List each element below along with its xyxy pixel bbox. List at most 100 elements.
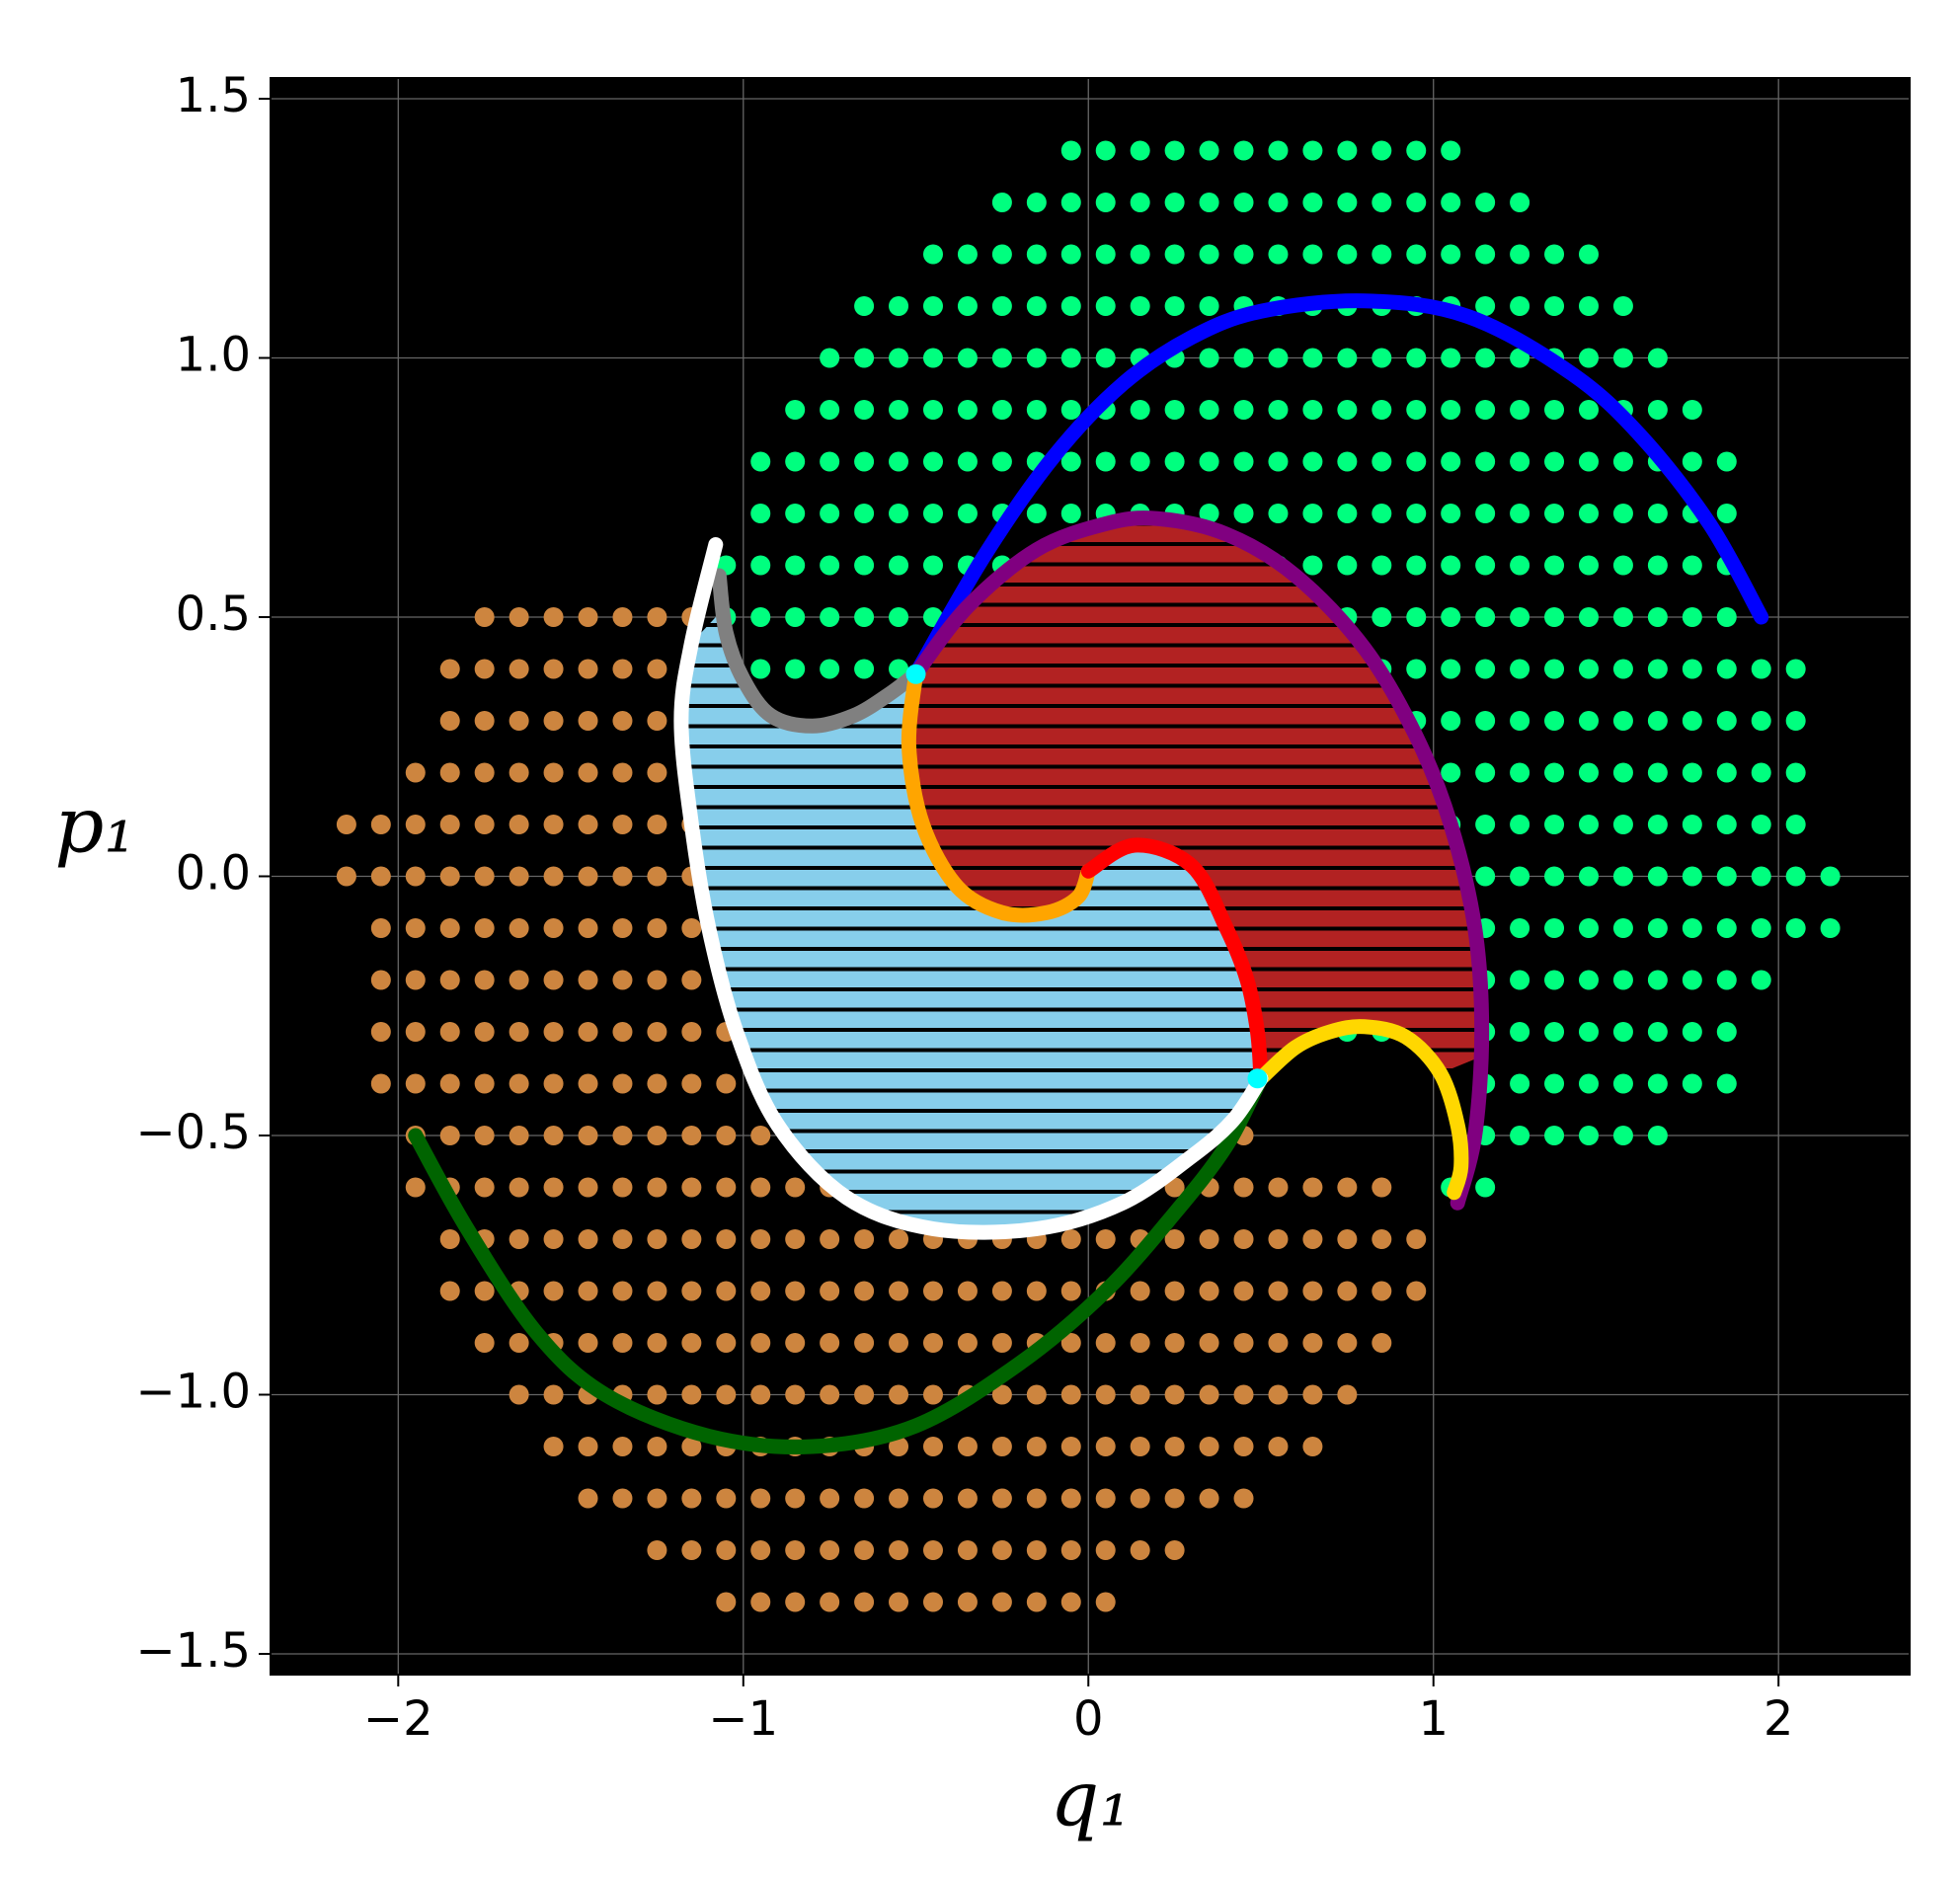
dot xyxy=(716,1177,737,1198)
dot xyxy=(785,451,806,472)
dot xyxy=(1510,711,1530,731)
dot xyxy=(1095,1229,1116,1249)
dot-series xyxy=(716,140,1841,1198)
dot xyxy=(1233,504,1254,523)
y-tick-label: −1.0 xyxy=(135,1365,251,1420)
dot xyxy=(474,815,495,834)
dot xyxy=(716,1488,737,1509)
dot xyxy=(1544,1126,1565,1145)
dot xyxy=(820,1333,840,1353)
dot xyxy=(750,1384,771,1405)
dot xyxy=(1406,607,1427,627)
dot xyxy=(474,659,495,679)
dot xyxy=(612,1333,633,1353)
dot xyxy=(1302,1384,1323,1405)
dot xyxy=(1544,711,1565,731)
dot xyxy=(647,1281,667,1301)
dot xyxy=(1716,866,1737,887)
dot xyxy=(647,1177,667,1198)
dot xyxy=(612,1177,633,1198)
dot xyxy=(1510,244,1530,265)
dot xyxy=(1544,296,1565,316)
marker-point xyxy=(1247,1068,1268,1089)
dot xyxy=(1302,504,1323,523)
dot xyxy=(991,451,1012,472)
dot xyxy=(1060,348,1081,368)
y-axis-label: p₁ xyxy=(54,782,134,871)
dot xyxy=(1337,244,1358,265)
dot xyxy=(1337,451,1358,472)
dot xyxy=(1130,244,1150,265)
curve xyxy=(711,568,924,734)
dot xyxy=(889,555,909,576)
dot xyxy=(1268,1177,1289,1198)
dot xyxy=(750,1333,771,1353)
dot xyxy=(1441,711,1461,731)
dot xyxy=(922,451,943,472)
dot xyxy=(716,1540,737,1560)
dot xyxy=(1406,140,1427,161)
dot xyxy=(1233,348,1254,368)
dot xyxy=(1647,1126,1668,1145)
dot xyxy=(1578,296,1599,316)
curve xyxy=(673,537,1269,1240)
dot xyxy=(1544,1022,1565,1042)
dot xyxy=(922,1592,943,1612)
dot xyxy=(854,1592,875,1612)
dot xyxy=(820,555,840,576)
dot xyxy=(474,1281,495,1301)
dot xyxy=(820,1281,840,1301)
dot xyxy=(991,1540,1012,1560)
dot xyxy=(647,1488,667,1509)
dot xyxy=(1060,244,1081,265)
dot xyxy=(681,1437,702,1456)
dot xyxy=(1716,970,1737,990)
dot xyxy=(1751,711,1771,731)
dot xyxy=(1060,1281,1081,1301)
dot xyxy=(1682,400,1702,420)
dot xyxy=(1647,762,1668,783)
dot xyxy=(474,1073,495,1094)
dot xyxy=(1544,504,1565,523)
dot xyxy=(750,504,771,523)
dot xyxy=(785,1592,806,1612)
dot xyxy=(1682,555,1702,576)
dot xyxy=(1199,140,1219,161)
dot xyxy=(1647,866,1668,887)
dot xyxy=(1199,193,1219,212)
dot xyxy=(1095,1540,1116,1560)
dot xyxy=(1510,348,1530,368)
dot xyxy=(1372,1177,1392,1198)
dot xyxy=(1302,451,1323,472)
dot xyxy=(1510,504,1530,523)
dot xyxy=(1510,918,1530,938)
dot xyxy=(405,866,426,887)
dot xyxy=(336,866,356,887)
dot xyxy=(1406,555,1427,576)
dot xyxy=(957,1437,978,1456)
dot xyxy=(820,400,840,420)
dot xyxy=(957,1592,978,1612)
dot xyxy=(889,451,909,472)
dot xyxy=(1199,296,1219,316)
dot xyxy=(1716,1073,1737,1094)
dot xyxy=(957,1488,978,1509)
dot xyxy=(1095,296,1116,316)
dot xyxy=(1130,1540,1150,1560)
dot xyxy=(543,1437,564,1456)
dot xyxy=(474,918,495,938)
dot xyxy=(1441,348,1461,368)
dot xyxy=(1060,140,1081,161)
dot xyxy=(1164,296,1185,316)
dot xyxy=(750,607,771,627)
dot xyxy=(1372,244,1392,265)
dot xyxy=(578,1437,598,1456)
dot xyxy=(1302,244,1323,265)
dot xyxy=(1441,244,1461,265)
dot xyxy=(1475,504,1496,523)
dot xyxy=(854,555,875,576)
dot xyxy=(750,1540,771,1560)
dot xyxy=(1647,815,1668,834)
dot xyxy=(543,1022,564,1042)
